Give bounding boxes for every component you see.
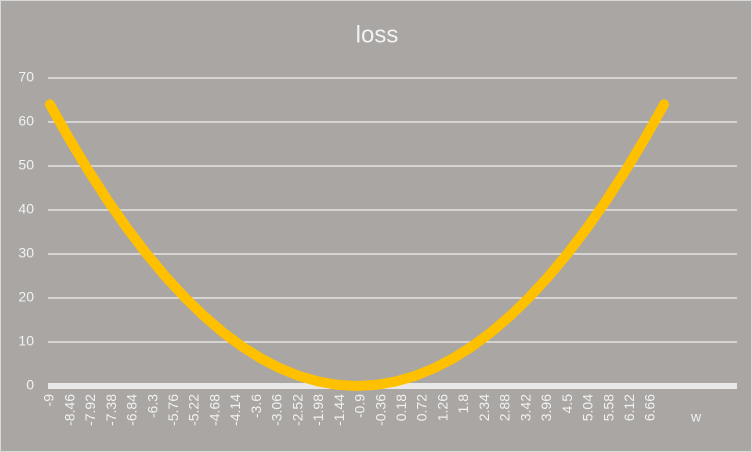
x-tick-label: 0.72: [414, 394, 430, 421]
x-tick-label: -6.3: [144, 394, 160, 418]
x-tick-label: 3.42: [517, 394, 533, 421]
x-axis-title: w: [690, 409, 702, 425]
x-tick-label: -3.06: [269, 394, 285, 426]
x-tick-label: -3.6: [248, 394, 264, 418]
y-tick-label: 0: [26, 377, 34, 393]
x-tick-label: 4.5: [559, 394, 575, 414]
x-tick-label: -4.68: [206, 394, 222, 426]
x-tick-label: 1.8: [455, 394, 471, 414]
x-tick-label: 2.88: [497, 394, 513, 421]
y-tick-label: 50: [18, 157, 34, 173]
y-tick-label: 10: [18, 333, 34, 349]
x-tick-label: 5.04: [580, 394, 596, 421]
x-tick-label: -5.22: [186, 394, 202, 426]
x-tick-label: 5.58: [600, 394, 616, 421]
x-tick-label: -7.38: [103, 394, 119, 426]
x-tick-label: 1.26: [434, 394, 450, 421]
x-tick-label: 0.18: [393, 394, 409, 421]
x-tick-label: -8.46: [61, 394, 77, 426]
y-tick-label: 60: [18, 113, 34, 129]
x-tick-label: 2.34: [476, 394, 492, 421]
x-tick-label: -0.9: [352, 394, 368, 418]
x-tick-label: 6.12: [621, 394, 637, 421]
x-tick-label: 3.96: [538, 394, 554, 421]
chart-title: loss: [356, 21, 399, 48]
x-tick-label: -0.36: [372, 394, 388, 426]
y-tick-label: 40: [18, 201, 34, 217]
x-tick-label: -1.44: [331, 394, 347, 426]
x-tick-label: -4.14: [227, 394, 243, 426]
x-tick-label: -5.76: [165, 394, 181, 426]
x-tick-label: -2.52: [289, 394, 305, 426]
x-tick-label: 6.66: [642, 394, 658, 421]
y-tick-label: 30: [18, 245, 34, 261]
x-tick-label: -9: [41, 394, 57, 407]
x-tick-label: -6.84: [124, 394, 140, 426]
y-tick-label: 20: [18, 289, 34, 305]
series-line: [44, 99, 670, 391]
x-tick-label: -1.98: [310, 394, 326, 426]
y-tick-label: 70: [18, 69, 34, 85]
x-tick-label: -7.92: [82, 394, 98, 426]
